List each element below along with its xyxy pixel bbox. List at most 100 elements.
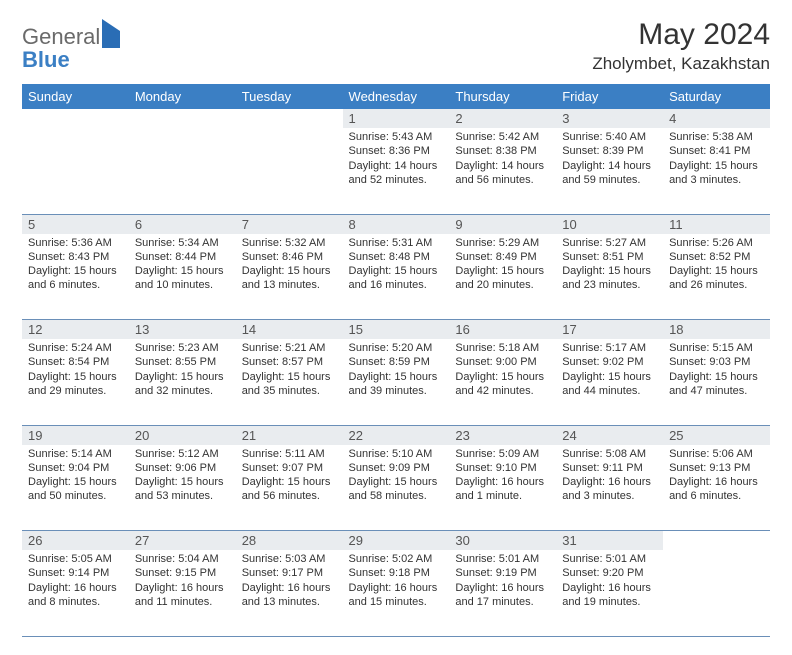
day-body-cell: Sunrise: 5:11 AMSunset: 9:07 PMDaylight:… <box>236 445 343 531</box>
day-details: Sunrise: 5:10 AMSunset: 9:09 PMDaylight:… <box>343 445 450 508</box>
day-number-cell <box>129 109 236 128</box>
day-details: Sunrise: 5:09 AMSunset: 9:10 PMDaylight:… <box>449 445 556 508</box>
day-number-cell: 8 <box>343 214 450 234</box>
day-body-cell: Sunrise: 5:18 AMSunset: 9:00 PMDaylight:… <box>449 339 556 425</box>
day-details: Sunrise: 5:23 AMSunset: 8:55 PMDaylight:… <box>129 339 236 402</box>
day-body-row: Sunrise: 5:14 AMSunset: 9:04 PMDaylight:… <box>22 445 770 531</box>
day-body-cell: Sunrise: 5:42 AMSunset: 8:38 PMDaylight:… <box>449 128 556 214</box>
day-body-cell: Sunrise: 5:36 AMSunset: 8:43 PMDaylight:… <box>22 234 129 320</box>
day-details: Sunrise: 5:27 AMSunset: 8:51 PMDaylight:… <box>556 234 663 297</box>
day-body-cell: Sunrise: 5:26 AMSunset: 8:52 PMDaylight:… <box>663 234 770 320</box>
day-number-row: 262728293031 <box>22 531 770 551</box>
day-details: Sunrise: 5:43 AMSunset: 8:36 PMDaylight:… <box>343 128 450 191</box>
day-body-cell: Sunrise: 5:15 AMSunset: 9:03 PMDaylight:… <box>663 339 770 425</box>
day-body-cell: Sunrise: 5:27 AMSunset: 8:51 PMDaylight:… <box>556 234 663 320</box>
day-body-cell: Sunrise: 5:21 AMSunset: 8:57 PMDaylight:… <box>236 339 343 425</box>
day-number-cell: 28 <box>236 531 343 551</box>
day-details: Sunrise: 5:36 AMSunset: 8:43 PMDaylight:… <box>22 234 129 297</box>
day-number-cell: 30 <box>449 531 556 551</box>
day-body-cell: Sunrise: 5:40 AMSunset: 8:39 PMDaylight:… <box>556 128 663 214</box>
day-details: Sunrise: 5:18 AMSunset: 9:00 PMDaylight:… <box>449 339 556 402</box>
day-number-cell: 17 <box>556 320 663 340</box>
weekday-header: Sunday <box>22 84 129 109</box>
day-body-cell: Sunrise: 5:12 AMSunset: 9:06 PMDaylight:… <box>129 445 236 531</box>
day-body-cell: Sunrise: 5:24 AMSunset: 8:54 PMDaylight:… <box>22 339 129 425</box>
day-details: Sunrise: 5:08 AMSunset: 9:11 PMDaylight:… <box>556 445 663 508</box>
day-details: Sunrise: 5:01 AMSunset: 9:20 PMDaylight:… <box>556 550 663 613</box>
day-details: Sunrise: 5:34 AMSunset: 8:44 PMDaylight:… <box>129 234 236 297</box>
day-number-cell: 27 <box>129 531 236 551</box>
day-number-cell: 9 <box>449 214 556 234</box>
day-number-cell: 25 <box>663 425 770 445</box>
day-body-cell: Sunrise: 5:34 AMSunset: 8:44 PMDaylight:… <box>129 234 236 320</box>
header: General Blue May 2024 Zholymbet, Kazakhs… <box>22 18 770 74</box>
day-number-cell <box>22 109 129 128</box>
day-number-row: 567891011 <box>22 214 770 234</box>
day-body-cell: Sunrise: 5:02 AMSunset: 9:18 PMDaylight:… <box>343 550 450 636</box>
day-body-cell: Sunrise: 5:29 AMSunset: 8:49 PMDaylight:… <box>449 234 556 320</box>
day-number-cell: 13 <box>129 320 236 340</box>
day-number-cell: 6 <box>129 214 236 234</box>
day-body-cell: Sunrise: 5:38 AMSunset: 8:41 PMDaylight:… <box>663 128 770 214</box>
day-details: Sunrise: 5:06 AMSunset: 9:13 PMDaylight:… <box>663 445 770 508</box>
day-number-cell: 24 <box>556 425 663 445</box>
day-body-row: Sunrise: 5:24 AMSunset: 8:54 PMDaylight:… <box>22 339 770 425</box>
day-body-cell <box>236 128 343 214</box>
day-body-row: Sunrise: 5:43 AMSunset: 8:36 PMDaylight:… <box>22 128 770 214</box>
weekday-header: Saturday <box>663 84 770 109</box>
day-number-cell: 5 <box>22 214 129 234</box>
day-number-cell: 15 <box>343 320 450 340</box>
day-body-cell: Sunrise: 5:32 AMSunset: 8:46 PMDaylight:… <box>236 234 343 320</box>
day-body-cell: Sunrise: 5:31 AMSunset: 8:48 PMDaylight:… <box>343 234 450 320</box>
day-number-cell: 7 <box>236 214 343 234</box>
day-number-cell: 11 <box>663 214 770 234</box>
day-number-row: 12131415161718 <box>22 320 770 340</box>
day-body-cell: Sunrise: 5:08 AMSunset: 9:11 PMDaylight:… <box>556 445 663 531</box>
day-number-cell: 21 <box>236 425 343 445</box>
day-number-cell: 26 <box>22 531 129 551</box>
day-details: Sunrise: 5:40 AMSunset: 8:39 PMDaylight:… <box>556 128 663 191</box>
day-details: Sunrise: 5:20 AMSunset: 8:59 PMDaylight:… <box>343 339 450 402</box>
day-details: Sunrise: 5:17 AMSunset: 9:02 PMDaylight:… <box>556 339 663 402</box>
day-details: Sunrise: 5:24 AMSunset: 8:54 PMDaylight:… <box>22 339 129 402</box>
day-body-cell: Sunrise: 5:14 AMSunset: 9:04 PMDaylight:… <box>22 445 129 531</box>
day-body-cell: Sunrise: 5:17 AMSunset: 9:02 PMDaylight:… <box>556 339 663 425</box>
day-number-cell: 3 <box>556 109 663 128</box>
day-details: Sunrise: 5:29 AMSunset: 8:49 PMDaylight:… <box>449 234 556 297</box>
day-body-cell: Sunrise: 5:10 AMSunset: 9:09 PMDaylight:… <box>343 445 450 531</box>
weekday-header: Friday <box>556 84 663 109</box>
day-number-cell <box>663 531 770 551</box>
day-details: Sunrise: 5:04 AMSunset: 9:15 PMDaylight:… <box>129 550 236 613</box>
day-details: Sunrise: 5:26 AMSunset: 8:52 PMDaylight:… <box>663 234 770 297</box>
day-details: Sunrise: 5:31 AMSunset: 8:48 PMDaylight:… <box>343 234 450 297</box>
day-body-cell: Sunrise: 5:03 AMSunset: 9:17 PMDaylight:… <box>236 550 343 636</box>
day-details: Sunrise: 5:05 AMSunset: 9:14 PMDaylight:… <box>22 550 129 613</box>
weekday-header: Tuesday <box>236 84 343 109</box>
day-details: Sunrise: 5:42 AMSunset: 8:38 PMDaylight:… <box>449 128 556 191</box>
day-number-cell: 12 <box>22 320 129 340</box>
day-body-cell <box>663 550 770 636</box>
day-number-cell: 18 <box>663 320 770 340</box>
day-details: Sunrise: 5:38 AMSunset: 8:41 PMDaylight:… <box>663 128 770 191</box>
day-number-cell: 31 <box>556 531 663 551</box>
day-number-row: 1234 <box>22 109 770 128</box>
day-number-cell: 1 <box>343 109 450 128</box>
page-title: May 2024 <box>592 18 770 52</box>
day-body-cell: Sunrise: 5:23 AMSunset: 8:55 PMDaylight:… <box>129 339 236 425</box>
day-details: Sunrise: 5:15 AMSunset: 9:03 PMDaylight:… <box>663 339 770 402</box>
weekday-header: Monday <box>129 84 236 109</box>
day-number-cell: 10 <box>556 214 663 234</box>
day-number-cell: 14 <box>236 320 343 340</box>
day-body-cell <box>22 128 129 214</box>
weekday-header: Wednesday <box>343 84 450 109</box>
day-details: Sunrise: 5:02 AMSunset: 9:18 PMDaylight:… <box>343 550 450 613</box>
day-details: Sunrise: 5:12 AMSunset: 9:06 PMDaylight:… <box>129 445 236 508</box>
day-details: Sunrise: 5:32 AMSunset: 8:46 PMDaylight:… <box>236 234 343 297</box>
day-number-cell: 16 <box>449 320 556 340</box>
calendar-table: SundayMondayTuesdayWednesdayThursdayFrid… <box>22 84 770 637</box>
logo-text-general: General <box>22 24 100 49</box>
day-body-cell: Sunrise: 5:01 AMSunset: 9:20 PMDaylight:… <box>556 550 663 636</box>
day-details: Sunrise: 5:03 AMSunset: 9:17 PMDaylight:… <box>236 550 343 613</box>
day-details: Sunrise: 5:01 AMSunset: 9:19 PMDaylight:… <box>449 550 556 613</box>
day-body-cell <box>129 128 236 214</box>
